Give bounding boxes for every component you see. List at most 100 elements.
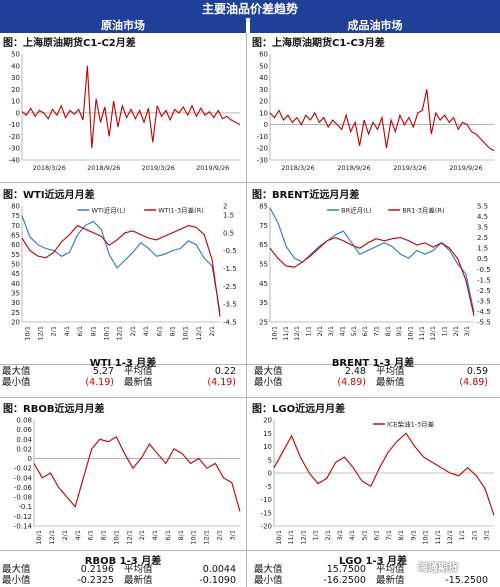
x-tick-label: 4/1 (142, 326, 150, 336)
x-tick-label: 8/1 (384, 326, 392, 336)
stat-label: 平均值 (123, 366, 153, 377)
x-tick-label: 5/1 (350, 326, 358, 336)
stat-label: 最小值 (2, 377, 31, 388)
y-right-tick-label: 0.5 (477, 255, 488, 263)
y-tick-label: 15 (263, 430, 272, 438)
stat-latest: (4.89) (459, 377, 488, 388)
x-tick-label: 2019/3/26 (142, 164, 175, 172)
y-tick-label: 30 (11, 74, 20, 82)
x-tick-label: 4/1 (339, 326, 347, 336)
y-right-tick-label: -2.5 (477, 287, 491, 295)
y-tick-label: -0.04 (14, 474, 33, 482)
x-tick-label: 3/1 (336, 530, 344, 540)
x-tick-label: 8/1 (89, 326, 97, 336)
stat-min: (4.89) (337, 377, 366, 388)
x-tick-label: 6/1 (164, 530, 172, 540)
y-tick-label: -0.08 (14, 494, 32, 502)
x-tick-label: 10/1 (35, 530, 43, 545)
series-line (21, 215, 221, 313)
stat-avg: 0.59 (466, 366, 488, 377)
x-tick-label: 8/1 (100, 530, 108, 540)
x-tick-label: 7/1 (385, 530, 393, 540)
stat-label: 最新值 (123, 377, 153, 388)
x-tick-label: 2/1 (208, 326, 216, 336)
chart-title-c4: 图：BRENT近远月月差 (252, 190, 360, 201)
column-divider (246, 33, 247, 587)
x-tick-label: 3/1 (228, 530, 236, 540)
y-tick-label: 35 (259, 299, 268, 307)
y-tick-label: -20 (9, 133, 20, 141)
y-right-tick-label: -1.5 (223, 265, 237, 273)
y-tick-label: -10 (261, 496, 272, 504)
y-tick-label: 0 (264, 121, 268, 129)
x-tick-label: 6/1 (361, 326, 369, 336)
legend-label: BR1-3月差(R) (402, 206, 444, 215)
y-tick-label: 55 (259, 261, 268, 269)
y-tick-label: 35 (11, 290, 20, 298)
stat-min: (4.19) (85, 377, 114, 388)
stat-avg: 0.22 (214, 366, 236, 377)
y-tick-label: 70 (11, 222, 20, 230)
stat-label: 平均值 (375, 366, 405, 377)
y-tick-label: 10 (11, 98, 20, 106)
x-tick-label: 2/1 (452, 326, 460, 336)
stat-label: 最新值 (375, 575, 405, 586)
y-right-tick-label: 3.5 (477, 224, 488, 232)
stats-title-brent: BRENT 1-3 月差 (331, 358, 415, 369)
x-tick-label: 12/1 (116, 326, 124, 341)
x-tick-label: 4/1 (348, 530, 356, 540)
y-tick-label: 0 (268, 470, 272, 478)
stat-label: 最新值 (123, 575, 153, 586)
y-tick-label: 0.04 (16, 436, 32, 444)
x-tick-label: 7/1 (373, 326, 381, 336)
stat-min: -16.2500 (323, 575, 366, 586)
x-tick-label: 10/1 (190, 530, 198, 545)
legend-label: ICE柴油1-3月差 (387, 420, 435, 429)
y-right-tick-label: 2 (223, 203, 227, 211)
y-tick-label: 60 (11, 241, 20, 249)
x-tick-label: 4/1 (74, 530, 82, 540)
y-tick-label: 0.06 (16, 426, 32, 434)
stat-label: 最大值 (254, 366, 283, 377)
chart-title-c2: 图：上海原油期货C1-C3月差 (252, 38, 385, 49)
stat-label: 最小值 (254, 575, 283, 586)
stat-label: 平均值 (375, 564, 405, 575)
y-tick-label: 5 (268, 456, 272, 464)
y-tick-label: 50 (11, 261, 20, 269)
y-tick-label: 85 (259, 203, 268, 211)
stats-title-rbob: RBOB 1-3 月差 (84, 556, 162, 567)
x-tick-label: 9/1 (409, 530, 417, 540)
y-right-tick-label: -4.5 (477, 308, 491, 316)
y-tick-label: 45 (11, 270, 20, 278)
divider (0, 364, 500, 365)
y-tick-label: 0 (16, 109, 20, 117)
series-line (269, 207, 475, 313)
x-tick-label: 10/1 (271, 326, 279, 341)
x-tick-label: 8/1 (177, 530, 185, 540)
y-tick-label: 55 (11, 251, 20, 259)
x-tick-label: 12/1 (203, 530, 211, 545)
stat-latest: -0.1090 (199, 575, 236, 586)
y-tick-label: -10 (257, 133, 268, 141)
x-tick-label: 2/1 (138, 530, 146, 540)
series-line (21, 65, 241, 149)
divider (0, 550, 500, 551)
y-tick-label: 30 (259, 86, 268, 94)
y-tick-label: 50 (259, 62, 268, 70)
y-tick-label: 45 (259, 280, 268, 288)
chart-c4: 25 35 45 55 65 75 85 -5.5 -4.5 -3.5 -2.5 -1.5 -0.5 0.… (259, 203, 491, 341)
x-tick-label: 10/1 (407, 326, 415, 341)
series-line (21, 224, 221, 317)
x-tick-label: 5/1 (360, 530, 368, 540)
y-tick-label: -0.06 (14, 484, 33, 492)
stats-table-lgo: 最大值 15.7500 平均值 最小值 -16.2500 最新值 -15.250… (252, 564, 496, 586)
x-tick-label: 8/1 (397, 530, 405, 540)
y-right-tick-label: 0.5 (223, 229, 234, 237)
y-right-tick-label: -2.5 (223, 283, 237, 291)
stats-title-wti: WTI 1-3 月差 (89, 358, 157, 369)
y-tick-label: 25 (11, 309, 20, 317)
x-tick-label: 10/1 (422, 530, 430, 545)
x-tick-label: 10/1 (102, 326, 110, 341)
y-right-tick-label: 1.5 (223, 211, 234, 219)
